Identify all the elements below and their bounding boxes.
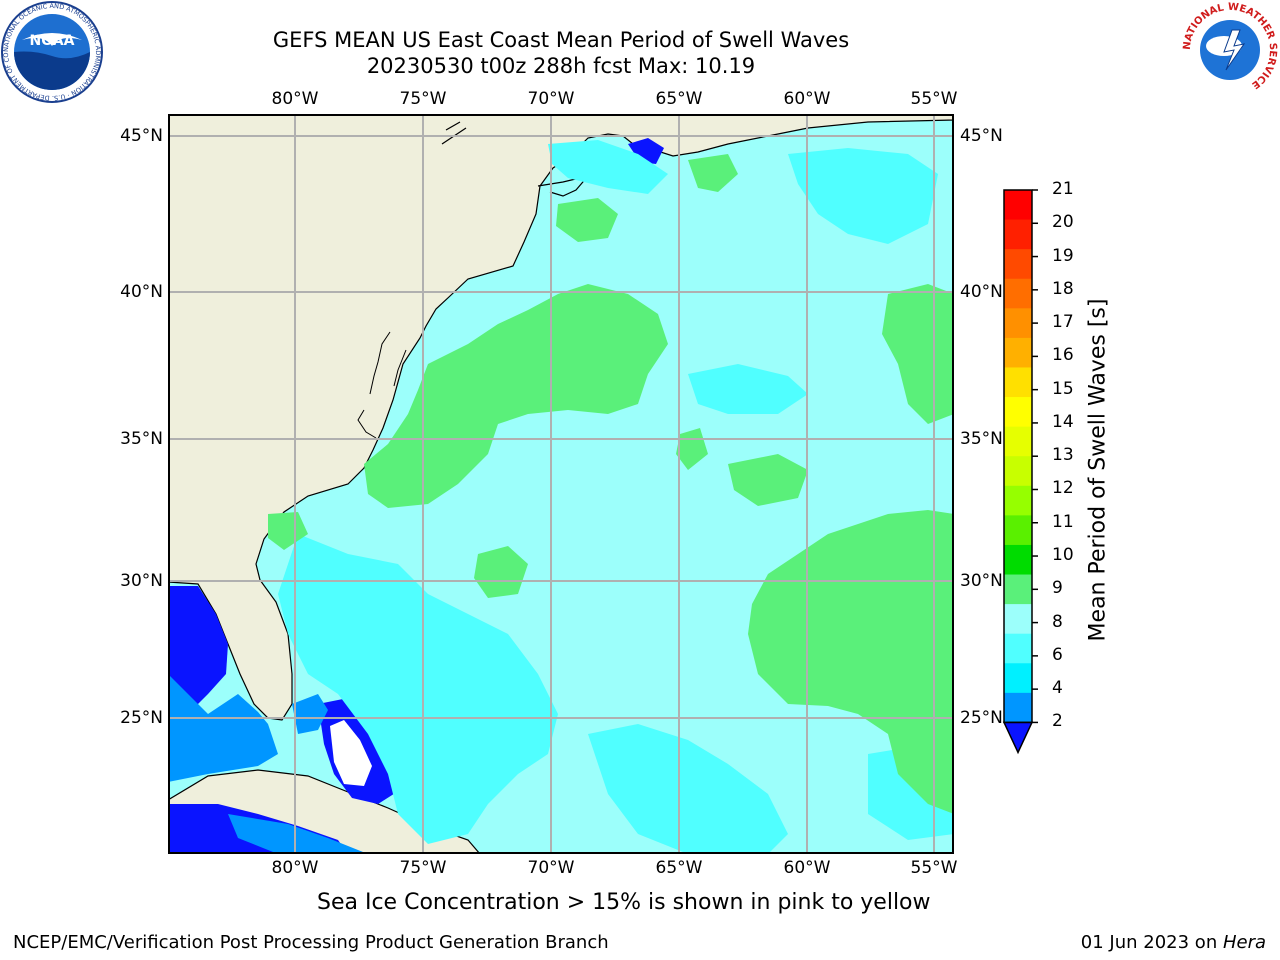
- lat-label-right-35n: 35°N: [960, 429, 1003, 449]
- lon-label-top-55w: 55°W: [910, 89, 958, 109]
- colorbar-tick-label: 6: [1052, 644, 1063, 665]
- colorbar-segment: [1004, 485, 1032, 516]
- colorbar-tick-label: 9: [1052, 578, 1063, 599]
- lat-label-left-35n: 35°N: [120, 429, 163, 449]
- colorbar-segment: [1004, 249, 1032, 280]
- colorbar-tick-label: 4: [1052, 678, 1063, 699]
- colorbar-segment: [1004, 337, 1032, 368]
- colorbar-tick-label: 14: [1052, 411, 1074, 432]
- colorbar-segment: [1004, 219, 1032, 250]
- field-cyan-1: [278, 534, 558, 844]
- field-green-patch-3: [268, 512, 308, 550]
- lon-label-bottom-75w: 75°W: [399, 858, 447, 878]
- field-bahamas-light: [330, 720, 372, 786]
- lat-label-left-45n: 45°N: [120, 126, 163, 146]
- field-caribbean-mid: [228, 814, 368, 854]
- field-gulf-mid: [168, 674, 278, 782]
- lon-label-top-75w: 75°W: [399, 89, 447, 109]
- field-green-patch-4: [908, 304, 954, 344]
- colorbar-tick-label: 2: [1052, 711, 1063, 732]
- map-frame: [168, 114, 954, 854]
- colorbar-segment: [1004, 397, 1032, 428]
- lat-label-right-30n: 30°N: [960, 571, 1003, 591]
- noaa-logo-text: NOAA: [30, 33, 75, 49]
- colorbar-segment: [1004, 278, 1032, 309]
- lon-label-bottom-60w: 60°W: [783, 858, 831, 878]
- colorbar: [1002, 189, 1038, 755]
- colorbar-tick-label: 11: [1052, 511, 1074, 532]
- colorbar-segment: [1004, 426, 1032, 457]
- colorbar-extension: [1002, 721, 1034, 755]
- colorbar-tick-label: 10: [1052, 545, 1074, 566]
- field-green-patch-1: [728, 454, 808, 506]
- colorbar-segment: [1004, 692, 1032, 723]
- coastline-chesapeake: [357, 331, 407, 439]
- colorbar-tick-label: 20: [1052, 212, 1074, 233]
- field-cyan-5: [688, 364, 808, 414]
- colorbar-segment: [1004, 456, 1032, 487]
- colorbar-tick-label: 18: [1052, 278, 1074, 299]
- map-panel: [168, 114, 954, 854]
- colorbar-segment: [1004, 574, 1032, 605]
- colorbar-tick-label: 16: [1052, 345, 1074, 366]
- lon-label-top-60w: 60°W: [783, 89, 831, 109]
- colorbar-tick-label: 13: [1052, 445, 1074, 466]
- field-bahamas-mid: [292, 694, 328, 734]
- colorbar-tick-label: 12: [1052, 478, 1074, 499]
- colorbar-segment: [1004, 515, 1032, 546]
- lat-label-left-30n: 30°N: [120, 571, 163, 591]
- lat-label-right-25n: 25°N: [960, 708, 1003, 728]
- colorbar-segment: [1004, 633, 1032, 664]
- colorbar-tick-label: 17: [1052, 312, 1074, 333]
- lon-label-top-80w: 80°W: [271, 89, 319, 109]
- field-green-central: [364, 284, 668, 508]
- field-green-mid-atlantic: [688, 154, 738, 192]
- colorbar-segment: [1004, 367, 1032, 398]
- footer-date: 01 Jun 2023 on Hera: [1081, 932, 1266, 953]
- field-cyan-4: [588, 724, 788, 854]
- colorbar-tick-label: 15: [1052, 378, 1074, 399]
- colorbar-tick-label: 21: [1052, 179, 1074, 199]
- lat-label-right-45n: 45°N: [960, 126, 1003, 146]
- colorbar-label: Mean Period of Swell Waves [s]: [1085, 298, 1111, 642]
- nws-logo: NATIONAL WEATHER SERVICE: [1182, 2, 1278, 98]
- field-cyan-2: [548, 140, 668, 194]
- footer-branch: NCEP/EMC/Verification Post Processing Pr…: [13, 932, 609, 953]
- lon-label-bottom-55w: 55°W: [910, 858, 958, 878]
- footer-host: Hera: [1222, 932, 1266, 953]
- colorbar-tick-label: 8: [1052, 611, 1063, 632]
- land-north-america: [168, 114, 954, 721]
- lon-label-bottom-80w: 80°W: [271, 858, 319, 878]
- colorbar-segment: [1004, 663, 1032, 694]
- colorbar-segment: [1004, 308, 1032, 339]
- field-cyan-3: [788, 148, 938, 244]
- lon-label-top-65w: 65°W: [655, 89, 703, 109]
- noaa-logo: NATIONAL OCEANIC AND ATMOSPHERIC ADMINIS…: [0, 0, 103, 103]
- lat-label-right-40n: 40°N: [960, 282, 1003, 302]
- graticule: [168, 114, 954, 854]
- colorbar-segment: [1004, 190, 1032, 221]
- field-green-south-center: [474, 546, 528, 598]
- lat-label-left-25n: 25°N: [120, 708, 163, 728]
- colorbar-segment: [1004, 604, 1032, 635]
- chart-subtitle: 20230530 t00z 288h fcst Max: 10.19: [366, 54, 756, 78]
- field-green-ne: [556, 198, 618, 242]
- lat-label-left-40n: 40°N: [120, 282, 163, 302]
- colorbar-segment: [1004, 544, 1032, 576]
- lon-label-bottom-65w: 65°W: [655, 858, 703, 878]
- footer-date-text: 01 Jun 2023 on: [1080, 932, 1223, 953]
- lon-label-bottom-70w: 70°W: [527, 858, 575, 878]
- lon-label-top-70w: 70°W: [527, 89, 575, 109]
- field-green-southeast: [748, 510, 954, 814]
- sea-ice-note: Sea Ice Concentration > 15% is shown in …: [317, 890, 931, 915]
- colorbar-tick-label: 19: [1052, 245, 1074, 266]
- chart-title: GEFS MEAN US East Coast Mean Period of S…: [272, 28, 850, 52]
